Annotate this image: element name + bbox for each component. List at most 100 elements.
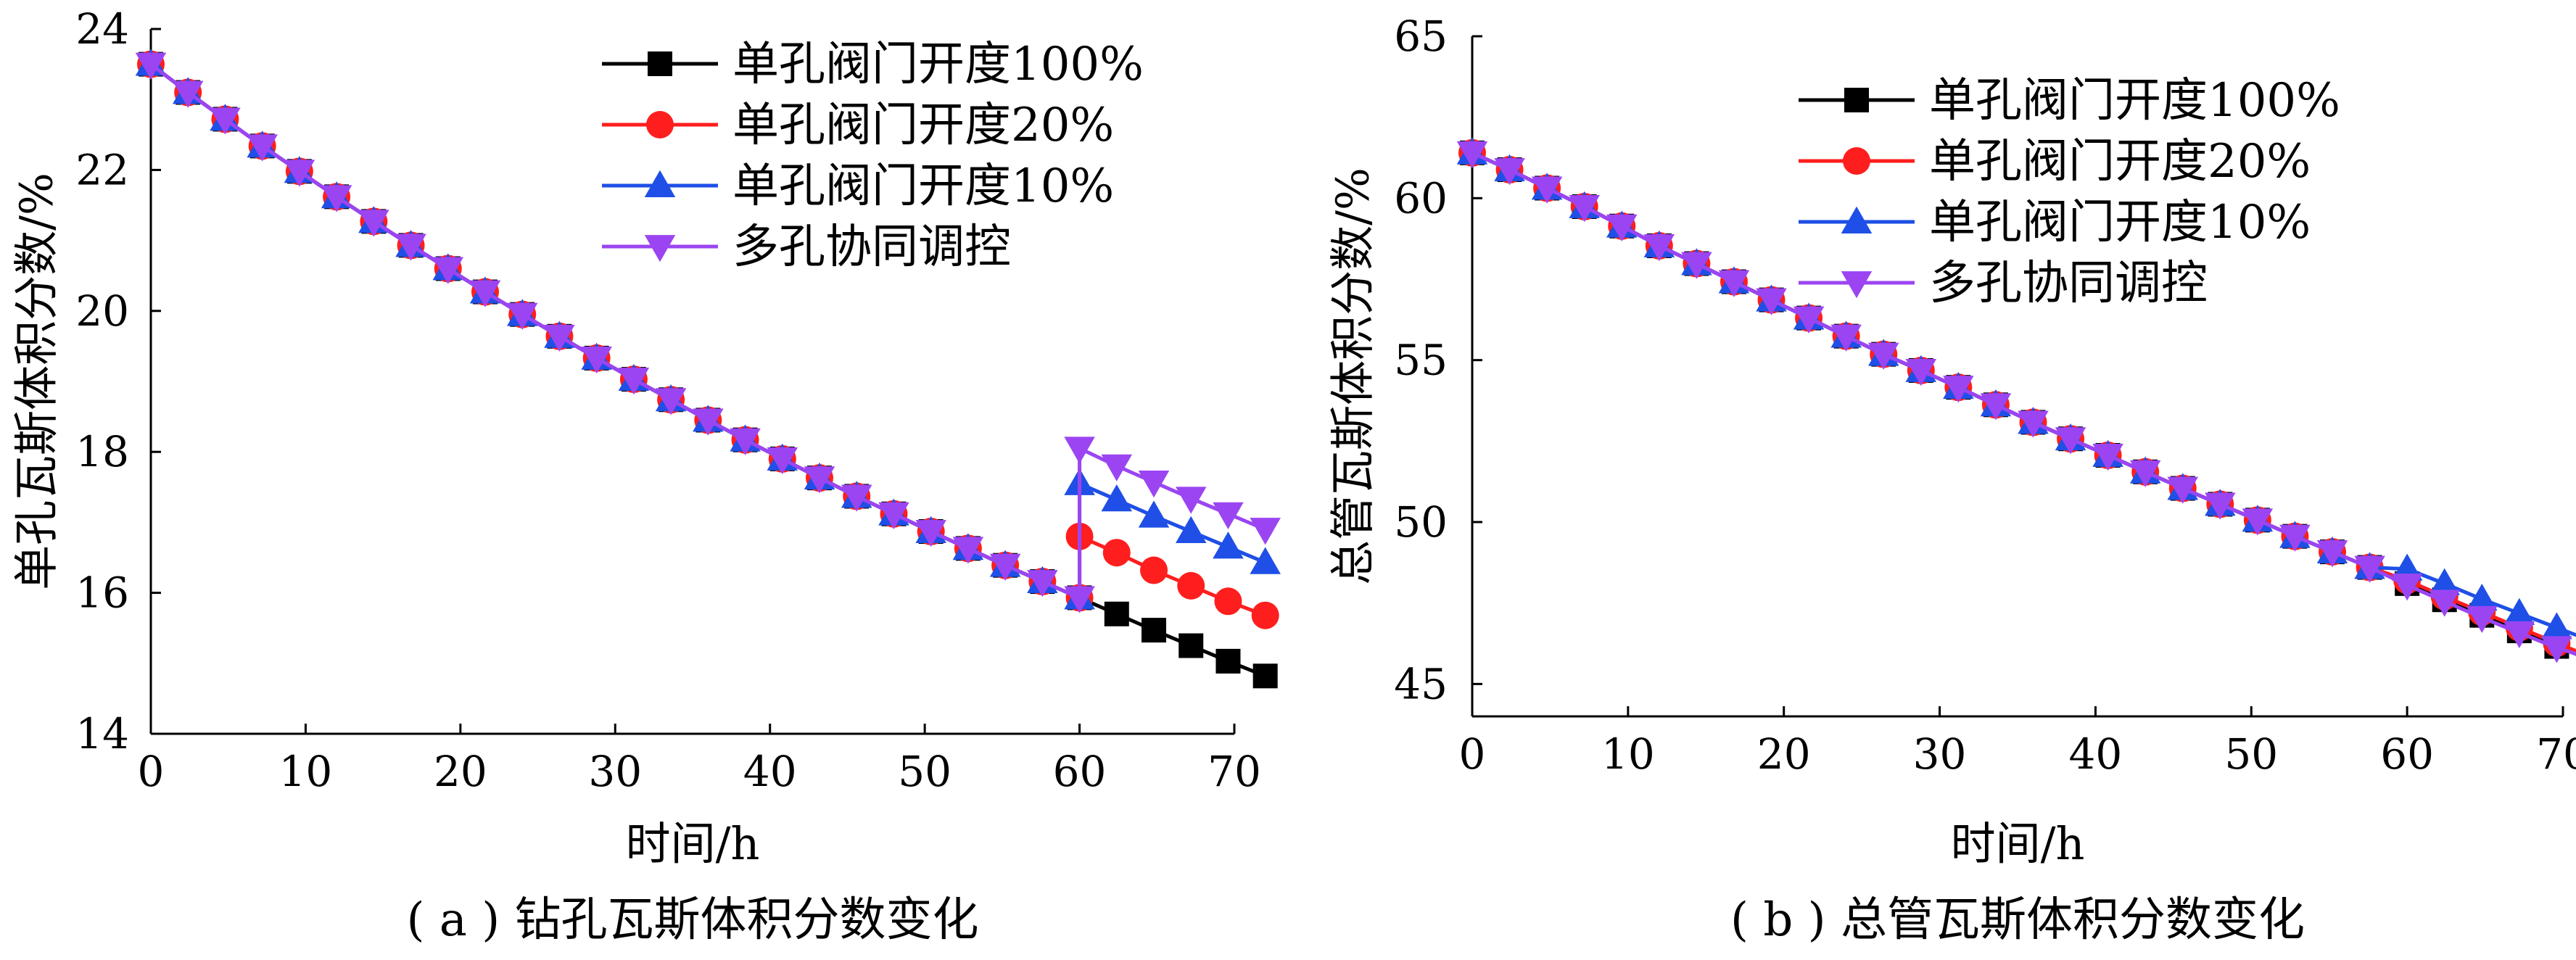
chart-a: 0 10 20 30 40 50 60 70 14 16 18 20 22 24 时间/h 单孔瓦斯体积分数/…: [10, 4, 1281, 947]
x-axis-title: 时间/h: [626, 817, 760, 870]
data-point: [2279, 524, 2311, 552]
legend-label: 单孔阀门开度20%: [1929, 135, 2311, 189]
data-point: [2391, 574, 2423, 601]
y-tick-label: 55: [1394, 336, 1448, 385]
legend-marker: [1841, 206, 1873, 233]
legend-label: 单孔阀门开度10%: [732, 160, 1114, 213]
legend: 单孔阀门开度100% 单孔阀门开度20% 单孔阀门开度10% 多孔协同调控: [602, 38, 1144, 274]
legend-marker: [648, 51, 672, 76]
data-point: [878, 502, 909, 529]
x-tick-label: 0: [138, 747, 165, 796]
x-tick-label: 20: [434, 747, 487, 796]
data-point: [1215, 648, 1241, 674]
legend-marker: [646, 111, 674, 138]
y-tick-label: 24: [75, 4, 129, 54]
data-point: [1175, 516, 1207, 543]
legend-marker: [1841, 271, 1873, 299]
data-point: [2466, 605, 2498, 634]
data-point: [2429, 568, 2460, 595]
data-point: [989, 553, 1021, 581]
data-point: [1867, 342, 1899, 370]
x-tick-label: 50: [898, 747, 951, 796]
y-axis-title: 总管瓦斯体积分数/%: [1326, 167, 1379, 585]
x-tick-label: 30: [588, 747, 642, 796]
data-point: [581, 346, 612, 374]
data-point: [358, 210, 389, 237]
x-tick-label: 40: [743, 747, 797, 796]
data-point: [1142, 618, 1167, 643]
x-tick-label: 10: [279, 747, 333, 796]
data-point: [544, 324, 575, 352]
data-point: [2316, 540, 2348, 568]
x-tick-label: 40: [2069, 729, 2123, 779]
data-point: [1569, 195, 1600, 223]
chart-caption: ( a ) 钻孔瓦斯体积分数变化: [406, 893, 978, 947]
data-point: [1175, 487, 1207, 514]
data-point: [1251, 601, 1279, 629]
chart-caption: ( b ) 总管瓦斯体积分数变化: [1730, 893, 2305, 947]
data-point: [1905, 359, 1937, 386]
data-point: [1104, 601, 1129, 626]
data-point: [693, 408, 724, 436]
data-point: [1531, 176, 1563, 204]
data-point: [730, 428, 761, 455]
x-tick-label: 60: [2380, 729, 2434, 779]
data-point: [2242, 508, 2274, 536]
legend-marker: [1843, 147, 1870, 175]
data-point: [284, 160, 315, 187]
data-point: [804, 466, 835, 494]
data-point: [1213, 531, 1244, 559]
data-point: [1250, 518, 1281, 545]
legend-marker: [644, 170, 676, 197]
data-point: [2503, 597, 2535, 625]
data-point: [1140, 556, 1168, 584]
data-point: [841, 484, 872, 512]
data-point: [2503, 621, 2535, 649]
x-tick-label: 70: [1208, 747, 1261, 796]
data-point: [2018, 410, 2049, 438]
data-point: [655, 388, 687, 415]
data-point: [2354, 555, 2385, 583]
y-tick-label: 65: [1394, 12, 1448, 61]
x-tick-label: 70: [2536, 729, 2576, 779]
data-point: [1980, 393, 2012, 421]
data-point: [1138, 471, 1170, 498]
data-point: [1101, 454, 1133, 481]
series-4: [135, 52, 1281, 613]
data-point: [1177, 571, 1205, 600]
data-point: [2541, 612, 2572, 640]
data-point: [2055, 427, 2086, 455]
x-tick-label: 60: [1053, 747, 1107, 796]
legend-label: 单孔阀门开度10%: [1929, 196, 2311, 249]
legend: 单孔阀门开度100% 单孔阀门开度20% 单孔阀门开度10% 多孔协同调控: [1799, 74, 2340, 310]
data-point: [1494, 158, 1525, 186]
data-point: [2205, 492, 2236, 520]
series-line: [149, 62, 1266, 678]
data-point: [2092, 444, 2123, 471]
y-tick-label: 50: [1394, 497, 1448, 547]
data-point: [1101, 484, 1133, 512]
y-tick-label: 22: [75, 145, 129, 194]
y-tick-label: 14: [75, 709, 129, 758]
data-point: [1138, 500, 1170, 528]
data-point: [1178, 633, 1204, 658]
data-point: [2466, 584, 2498, 611]
data-point: [767, 447, 798, 475]
data-point: [1064, 586, 1095, 613]
data-point: [469, 280, 501, 307]
y-tick-label: 20: [75, 286, 129, 336]
series-4: [1456, 141, 2576, 663]
legend-marker: [1844, 88, 1869, 112]
data-point: [1027, 570, 1058, 597]
data-point: [2167, 476, 2198, 504]
data-point: [1064, 436, 1095, 464]
data-point: [210, 107, 241, 135]
data-point: [172, 80, 204, 108]
x-axis-title: 时间/h: [1951, 817, 2085, 870]
data-point: [1681, 252, 1712, 279]
data-point: [247, 134, 278, 162]
y-tick-label: 18: [75, 427, 129, 476]
data-point: [2429, 589, 2460, 617]
data-point: [1250, 547, 1281, 574]
data-point: [1793, 306, 1825, 334]
